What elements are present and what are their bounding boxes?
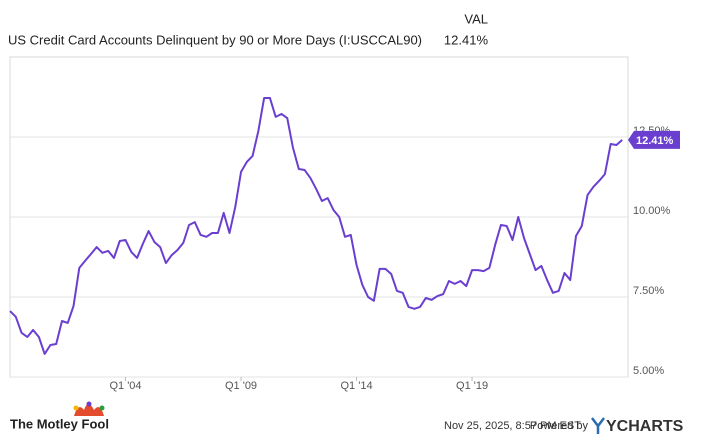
- jester-bell: [99, 405, 105, 411]
- x-tick-label: Q1 '09: [225, 380, 257, 392]
- chart-title: US Credit Card Accounts Delinquent by 90…: [8, 32, 422, 47]
- y-tick-label: 5.00%: [633, 365, 664, 377]
- ycharts-icon: [591, 417, 605, 434]
- x-tick-label: Q1 '19: [456, 380, 488, 392]
- value-current: 12.41%: [444, 32, 489, 47]
- last-value-label: 12.41%: [636, 135, 674, 147]
- powered-by: Powered by: [530, 420, 589, 432]
- footer-logo: The Motley Fool: [10, 401, 109, 431]
- brand-left: The Motley Fool: [10, 416, 109, 431]
- x-tick-label: Q1 '14: [341, 380, 373, 392]
- series-line: [9, 96, 623, 355]
- x-tick-label: Q1 '04: [109, 380, 141, 392]
- value-header: VAL: [464, 11, 488, 26]
- y-tick-label: 7.50%: [633, 285, 664, 297]
- last-value-badge: [628, 130, 680, 149]
- y-tick-label: 10.00%: [633, 205, 671, 217]
- jester-bell: [73, 405, 79, 411]
- jester-hat: [74, 404, 104, 416]
- brand-right: YCHARTS: [606, 418, 684, 435]
- timestamp: Nov 25, 2025, 8:57 PM EST: [444, 420, 581, 432]
- jester-bell: [86, 401, 92, 407]
